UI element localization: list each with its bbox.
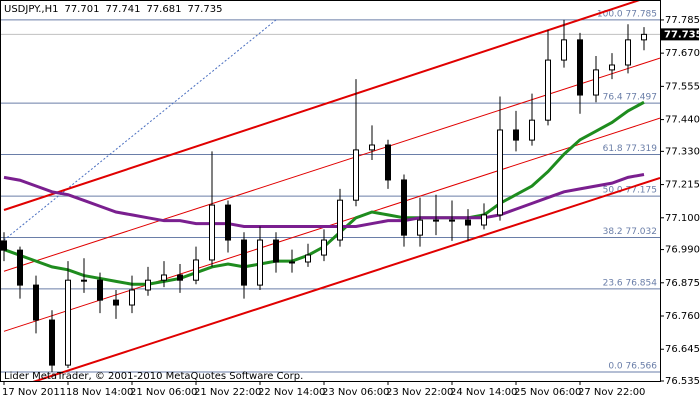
moving-average <box>3 172 645 228</box>
fib-label: 50.0 77.175 <box>603 186 657 196</box>
candle-body <box>33 284 39 321</box>
candle-body <box>353 149 359 201</box>
fib-label: 23.6 76.854 <box>603 278 658 288</box>
candle-body <box>321 239 327 256</box>
channel-line <box>3 117 660 332</box>
x-tick-label: 21 Nov 22:00 <box>194 387 261 398</box>
candle-body <box>209 204 215 261</box>
candle-body <box>113 299 119 306</box>
candle-body <box>305 254 311 263</box>
candle-body <box>257 239 263 286</box>
x-tick-label: 21 Nov 06:00 <box>130 387 197 398</box>
fib-label: 38.2 77.032 <box>603 227 657 237</box>
candle-body <box>337 199 343 241</box>
candle-body <box>417 219 423 236</box>
candle-body <box>193 259 199 281</box>
y-tick-label: 77.440 <box>665 115 700 126</box>
candle-body <box>577 39 583 96</box>
candle-body <box>177 274 183 281</box>
candle-body <box>481 214 487 226</box>
y-tick-label: 77.215 <box>665 180 700 191</box>
candle-body <box>497 129 503 216</box>
header-value: 77.735 <box>187 4 222 15</box>
y-tick-label: 77.100 <box>665 213 700 224</box>
candle-body <box>49 319 55 366</box>
x-tick-label: 22 Nov 14:00 <box>258 387 325 398</box>
candle-body <box>449 219 455 222</box>
channel-line <box>3 1 640 211</box>
candle-body <box>225 204 231 241</box>
header-value: 77.701 <box>64 4 99 15</box>
footer: Lider MetaTrader, © 2001-2010 MetaQuotes… <box>4 371 303 382</box>
candle-body <box>97 279 103 301</box>
header-value: 77.681 <box>146 4 181 15</box>
candle-body <box>385 144 391 181</box>
x-tick-label: 25 Nov 06:00 <box>514 387 581 398</box>
y-tick-label: 77.785 <box>665 15 700 26</box>
header-value: 77.741 <box>105 4 140 15</box>
candle-body <box>65 279 71 366</box>
y-tick-label: 77.330 <box>665 146 700 157</box>
fib-label: 76.4 77.497 <box>603 93 657 103</box>
candle-body <box>609 64 615 71</box>
fib-label: 0.0 76.566 <box>608 362 657 372</box>
channel-line <box>32 176 660 381</box>
current-price-box <box>661 28 699 41</box>
x-tick-label: 23 Nov 06:00 <box>322 387 389 398</box>
candle-body <box>273 239 279 263</box>
candle-body <box>561 39 567 61</box>
y-tick-label: 77.670 <box>665 48 700 59</box>
candle-body <box>241 239 247 286</box>
candle-body <box>1 240 7 251</box>
x-tick-label: 27 Nov 22:00 <box>578 387 645 398</box>
candle-body <box>129 289 135 306</box>
candle-body <box>161 274 167 281</box>
candle-body <box>529 119 535 141</box>
candle-body <box>641 33 647 41</box>
current-price-label: 77.735 <box>664 29 700 40</box>
fib-label: 61.8 77.319 <box>603 144 658 154</box>
y-tick-label: 76.645 <box>665 344 700 355</box>
x-tick-label: 23 Nov 22:00 <box>386 387 453 398</box>
candle-body <box>81 279 87 282</box>
candle-body <box>145 279 151 291</box>
y-tick-label: 76.990 <box>665 245 700 256</box>
y-tick-label: 77.555 <box>665 81 700 92</box>
candle-body <box>465 219 471 226</box>
title-symbol: USDJPY.,H1 <box>4 4 58 15</box>
y-tick-label: 76.875 <box>665 278 700 289</box>
candle-body <box>433 219 439 222</box>
candle-body <box>545 59 551 121</box>
x-tick-label: 17 Nov 2011 <box>2 387 66 398</box>
x-tick-label: 24 Nov 14:00 <box>450 387 517 398</box>
plot-area: 100.0 77.785 76.4 77.497 61.8 77.319 50.0 7… <box>1 1 660 381</box>
fib-label: 100.0 77.785 <box>597 9 657 19</box>
candle-body <box>369 144 375 151</box>
candle-body <box>625 39 631 66</box>
candle-body <box>513 129 519 141</box>
candle-body <box>401 179 407 236</box>
x-tick-label: 18 Nov 14:00 <box>66 387 133 398</box>
candle-body <box>593 69 599 96</box>
candle-body <box>17 249 23 286</box>
chart-title: USDJPY.,H1 77.701 77.741 77.681 77.735 <box>4 4 222 15</box>
y-tick-label: 76.535 <box>665 376 700 387</box>
y-tick-label: 76.760 <box>665 311 700 322</box>
candle-body <box>289 261 295 264</box>
